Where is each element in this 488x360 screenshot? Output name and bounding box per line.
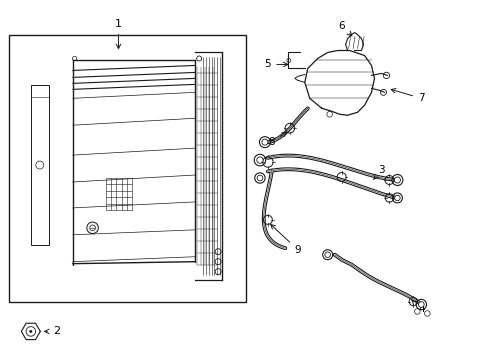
Text: 9: 9 <box>270 225 301 255</box>
Text: 3: 3 <box>373 165 384 180</box>
Text: 7: 7 <box>390 89 424 103</box>
Circle shape <box>418 302 423 307</box>
Circle shape <box>256 157 263 163</box>
Circle shape <box>324 252 330 257</box>
Text: 2: 2 <box>44 327 60 336</box>
Text: 1: 1 <box>115 19 122 49</box>
Circle shape <box>394 195 399 201</box>
Text: 4: 4 <box>411 300 424 315</box>
Bar <box>31 85 49 245</box>
Text: 8: 8 <box>268 132 286 147</box>
Circle shape <box>257 175 262 181</box>
Circle shape <box>394 177 400 183</box>
Text: 5: 5 <box>264 59 287 69</box>
Text: 6: 6 <box>338 21 351 36</box>
Circle shape <box>87 222 98 234</box>
Bar <box>9 35 245 302</box>
Circle shape <box>262 139 267 145</box>
Circle shape <box>30 330 32 333</box>
